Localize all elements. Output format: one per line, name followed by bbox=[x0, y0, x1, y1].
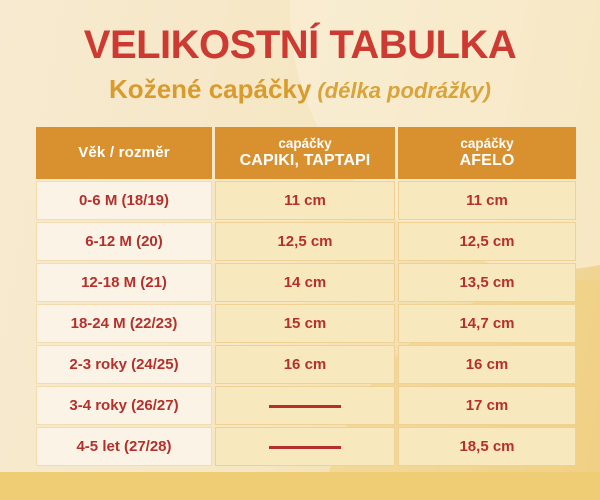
cell-afelo: 14,7 cm bbox=[398, 304, 576, 343]
table-row: 4-5 let (27/28) 18,5 cm bbox=[36, 427, 576, 466]
table-header: Věk / rozměr capáčky CAPIKI, TAPTAPI cap… bbox=[36, 127, 576, 179]
table-header-row: Věk / rozměr capáčky CAPIKI, TAPTAPI cap… bbox=[36, 127, 576, 179]
cell-age: 6-12 M (20) bbox=[36, 222, 212, 261]
size-table: Věk / rozměr capáčky CAPIKI, TAPTAPI cap… bbox=[33, 125, 579, 468]
table-row: 0-6 M (18/19) 11 cm 11 cm bbox=[36, 181, 576, 220]
bottom-band bbox=[0, 472, 600, 500]
cell-age: 12-18 M (21) bbox=[36, 263, 212, 302]
cell-afelo: 12,5 cm bbox=[398, 222, 576, 261]
title-block: VELIKOSTNÍ TABULKA Kožené capáčky (délka … bbox=[0, 0, 600, 109]
cell-afelo: 17 cm bbox=[398, 386, 576, 425]
column-header-afelo-small: capáčky bbox=[460, 136, 514, 152]
cell-afelo: 13,5 cm bbox=[398, 263, 576, 302]
cell-capiki bbox=[215, 427, 395, 466]
cell-age: 18-24 M (22/23) bbox=[36, 304, 212, 343]
dash-icon bbox=[269, 404, 341, 408]
column-header-afelo-big: AFELO bbox=[459, 151, 515, 169]
column-header-capiki: capáčky CAPIKI, TAPTAPI bbox=[215, 127, 395, 179]
cell-capiki bbox=[215, 386, 395, 425]
column-header-age: Věk / rozměr bbox=[36, 127, 212, 179]
cell-capiki: 14 cm bbox=[215, 263, 395, 302]
subtitle-line: Kožené capáčky (délka podrážky) bbox=[0, 68, 600, 109]
page-title: VELIKOSTNÍ TABULKA bbox=[83, 23, 517, 67]
cell-afelo: 11 cm bbox=[398, 181, 576, 220]
table-row: 6-12 M (20) 12,5 cm 12,5 cm bbox=[36, 222, 576, 261]
dash-icon bbox=[269, 445, 341, 449]
table-row: 3-4 roky (26/27) 17 cm bbox=[36, 386, 576, 425]
table-row: 12-18 M (21) 14 cm 13,5 cm bbox=[36, 263, 576, 302]
subtitle-note: (délka podrážky) bbox=[317, 78, 491, 103]
cell-age: 2-3 roky (24/25) bbox=[36, 345, 212, 384]
column-header-capiki-small: capáčky bbox=[278, 136, 332, 152]
column-header-capiki-big: CAPIKI, TAPTAPI bbox=[239, 151, 371, 169]
table-row: 2-3 roky (24/25) 16 cm 16 cm bbox=[36, 345, 576, 384]
table-body: 0-6 M (18/19) 11 cm 11 cm 6-12 M (20) 12,5 c… bbox=[36, 181, 576, 466]
cell-age: 4-5 let (27/28) bbox=[36, 427, 212, 466]
cell-afelo: 18,5 cm bbox=[398, 427, 576, 466]
cell-capiki: 12,5 cm bbox=[215, 222, 395, 261]
cell-age: 0-6 M (18/19) bbox=[36, 181, 212, 220]
cell-age: 3-4 roky (26/27) bbox=[36, 386, 212, 425]
cell-capiki: 15 cm bbox=[215, 304, 395, 343]
cell-capiki: 11 cm bbox=[215, 181, 395, 220]
cell-capiki: 16 cm bbox=[215, 345, 395, 384]
subtitle-main: Kožené capáčky bbox=[109, 74, 312, 104]
cell-afelo: 16 cm bbox=[398, 345, 576, 384]
table-row: 18-24 M (22/23) 15 cm 14,7 cm bbox=[36, 304, 576, 343]
column-header-afelo: capáčky AFELO bbox=[398, 127, 576, 179]
